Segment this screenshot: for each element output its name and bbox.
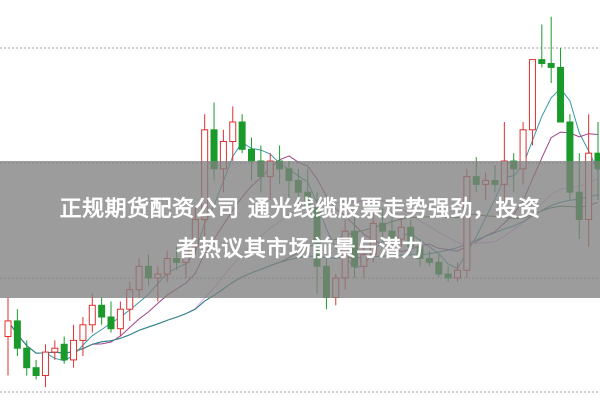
candle-body: [538, 59, 546, 64]
candle-body: [51, 347, 59, 353]
candle-body: [557, 66, 565, 123]
headline-banner: 正规期货配资公司 通光线缆股票走势强劲，投资 者热议其市场前景与潜力: [0, 161, 600, 298]
candle-body: [79, 324, 87, 341]
candle-body: [23, 347, 31, 369]
candle-body: [32, 367, 40, 377]
candle-body: [41, 351, 49, 377]
candle-body: [88, 304, 96, 326]
candle-body: [4, 320, 12, 337]
candle-body: [247, 148, 255, 162]
candle-body: [229, 121, 237, 142]
candle-body: [70, 339, 78, 361]
candle-body: [107, 316, 115, 330]
candle-body: [98, 304, 106, 318]
candle-body: [547, 63, 555, 68]
headline-line-2: 者热议其市场前景与潜力: [176, 236, 424, 262]
headline-line-1: 正规期货配资公司 通光线缆股票走势强劲，投资: [59, 196, 541, 222]
candle-body: [238, 121, 246, 150]
candle-body: [528, 59, 536, 131]
candle-body: [116, 308, 124, 330]
candle-body: [60, 343, 68, 361]
candle-body: [13, 320, 21, 349]
